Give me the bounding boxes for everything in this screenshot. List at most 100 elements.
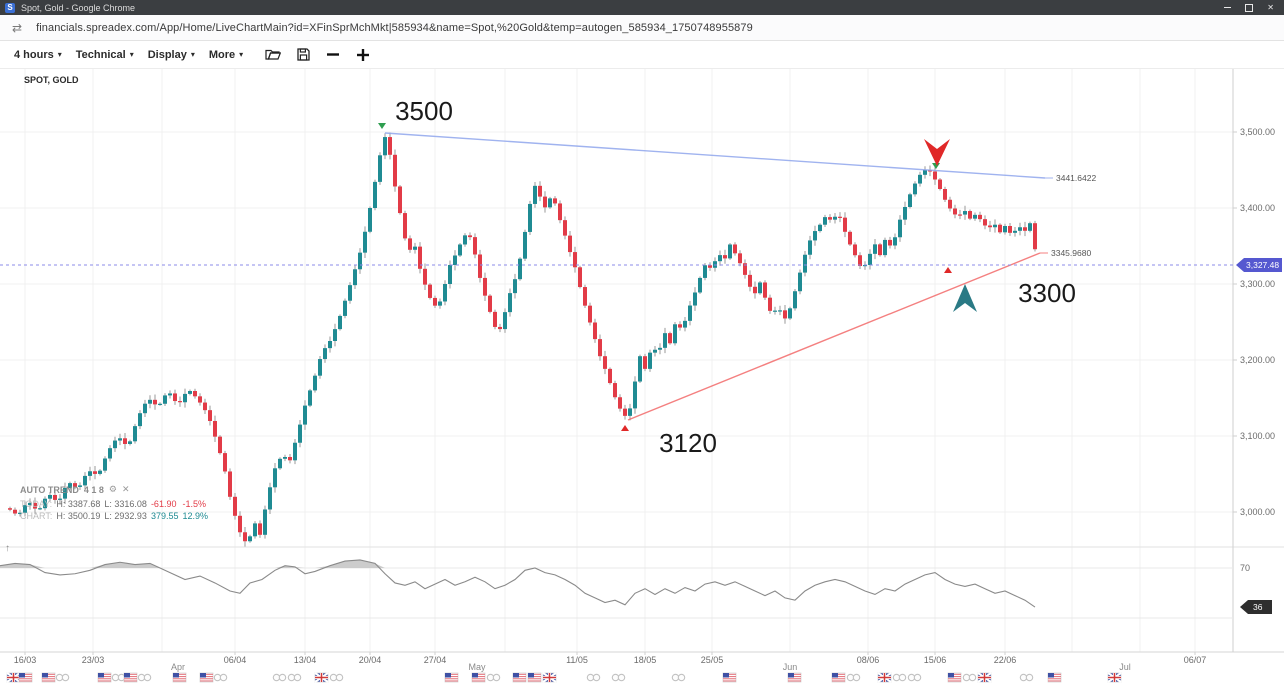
candle-body <box>723 255 727 259</box>
flag-us-icon[interactable] <box>41 672 56 683</box>
chart-high: H: 3500.19 <box>56 511 101 521</box>
event-pill-icon[interactable] <box>611 673 626 682</box>
candle-body <box>513 279 517 294</box>
event-pill-icon[interactable] <box>1019 673 1034 682</box>
flag-uk-icon[interactable] <box>314 672 329 683</box>
site-favicon: S <box>5 2 15 13</box>
close-icon[interactable]: ✕ <box>121 484 130 494</box>
event-pill-icon[interactable] <box>213 673 228 682</box>
candle-body <box>13 509 17 514</box>
tab-switch-icon[interactable]: ⇄ <box>12 20 23 35</box>
timeframe-menu[interactable]: 4 hours ▾ <box>14 48 62 61</box>
candle-body <box>8 508 12 510</box>
event-pill-icon[interactable] <box>586 673 601 682</box>
event-pill-icon[interactable] <box>272 673 287 682</box>
price-annotation: 3300 <box>1018 278 1076 308</box>
display-menu[interactable]: Display ▾ <box>147 48 195 61</box>
candle-body <box>23 505 27 513</box>
pane-up-icon[interactable]: ↑ <box>5 543 10 554</box>
event-pill-icon[interactable] <box>111 673 126 682</box>
event-pill-icon[interactable] <box>907 673 922 682</box>
event-pill-icon[interactable] <box>486 673 501 682</box>
candle-body <box>778 310 782 312</box>
event-pill-icon[interactable] <box>329 673 344 682</box>
gear-icon[interactable]: ⚙ <box>108 484 117 494</box>
candle-body <box>838 216 842 218</box>
chart-change-pct: 12.9% <box>182 511 208 521</box>
flag-us-icon[interactable] <box>831 672 846 683</box>
candle-body <box>918 174 922 184</box>
flag-us-icon[interactable] <box>471 672 486 683</box>
date-label: 08/06 <box>857 655 880 665</box>
resistance-trendline[interactable] <box>384 132 1046 179</box>
event-pill-icon[interactable] <box>846 673 861 682</box>
event-pill-icon[interactable] <box>137 673 152 682</box>
flag-us-icon[interactable] <box>1047 672 1062 683</box>
open-folder-icon[interactable] <box>265 48 282 61</box>
legend-row-chart: CHART: H: 3500.19 L: 2932.93 379.55 12.9… <box>20 510 212 522</box>
date-label: 13/04 <box>294 655 317 665</box>
url-text[interactable]: financials.spreadex.com/App/Home/LiveCha… <box>36 21 753 34</box>
save-icon[interactable] <box>297 48 310 61</box>
candle-body <box>88 471 92 476</box>
flag-uk-icon[interactable] <box>977 672 992 683</box>
candle-body <box>538 185 542 197</box>
candle-body <box>393 154 397 187</box>
zoom-in-icon[interactable] <box>356 48 370 62</box>
flag-us-icon[interactable] <box>199 672 214 683</box>
flag-us-icon[interactable] <box>527 672 542 683</box>
event-pill-icon[interactable] <box>287 673 302 682</box>
flag-us-icon[interactable] <box>18 672 33 683</box>
candle-body <box>463 235 467 245</box>
candle-body <box>123 438 127 444</box>
candle-body <box>483 277 487 296</box>
candle-body <box>403 213 407 239</box>
candle-body <box>803 254 807 273</box>
minimize-button[interactable] <box>1224 0 1232 15</box>
price-axis-label: 3,300.00 <box>1240 279 1275 289</box>
zoom-out-icon[interactable] <box>326 48 340 61</box>
candle-body <box>83 475 87 486</box>
flag-uk-icon[interactable] <box>6 672 21 683</box>
current-price-badge <box>1236 258 1282 272</box>
event-pill-icon[interactable] <box>962 673 977 682</box>
event-pill-icon[interactable] <box>55 673 70 682</box>
flag-us-icon[interactable] <box>123 672 138 683</box>
close-button[interactable]: ✕ <box>1267 3 1274 12</box>
date-label: 23/03 <box>82 655 105 665</box>
candle-body <box>683 320 687 328</box>
event-pill-icon[interactable] <box>671 673 686 682</box>
date-label: 20/04 <box>359 655 382 665</box>
legend-row-label: TODAY: <box>20 499 53 509</box>
flag-us-icon[interactable] <box>97 672 112 683</box>
maximize-button[interactable] <box>1245 0 1254 15</box>
flag-us-icon[interactable] <box>512 672 527 683</box>
candle-body <box>1018 227 1022 231</box>
candle-body <box>198 396 202 403</box>
candle-body <box>43 498 47 509</box>
candle-body <box>743 263 747 275</box>
flag-us-icon[interactable] <box>444 672 459 683</box>
flag-uk-icon[interactable] <box>542 672 557 683</box>
flag-us-icon[interactable] <box>172 672 187 683</box>
technical-menu[interactable]: Technical ▾ <box>75 48 134 61</box>
candle-body <box>648 352 652 369</box>
support-trendline[interactable] <box>627 252 1041 421</box>
event-pill-icon[interactable] <box>892 673 907 682</box>
candle-body <box>443 284 447 302</box>
date-label: 06/07 <box>1184 655 1207 665</box>
candle-body <box>473 237 477 255</box>
flag-uk-icon[interactable] <box>1107 672 1122 683</box>
flag-us-icon[interactable] <box>722 672 737 683</box>
more-menu[interactable]: More ▾ <box>208 48 244 61</box>
flag-us-icon[interactable] <box>947 672 962 683</box>
address-bar: ⇄ financials.spreadex.com/App/Home/LiveC… <box>0 15 1284 41</box>
flag-uk-icon[interactable] <box>877 672 892 683</box>
candle-body <box>308 390 312 406</box>
candle-body <box>633 381 637 409</box>
flag-us-icon[interactable] <box>787 672 802 683</box>
candle-body <box>788 308 792 319</box>
month-label: Jun <box>783 662 798 672</box>
candle-body <box>658 347 662 350</box>
